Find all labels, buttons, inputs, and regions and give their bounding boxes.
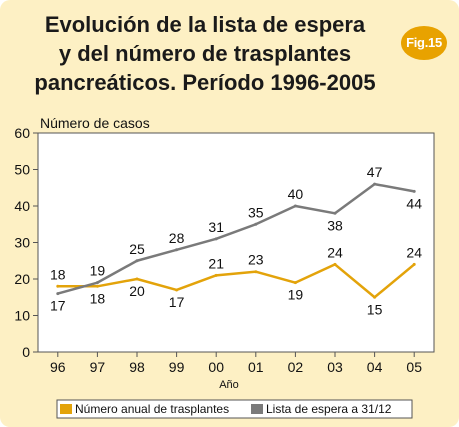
legend: Número anual de trasplantes Lista de esp… — [56, 399, 413, 419]
data-point-transplants — [56, 284, 60, 288]
figure-title: Evolución de la lista de espera y del nú… — [20, 10, 390, 97]
data-point-waiting-list — [135, 259, 139, 263]
data-label-transplants: 18 — [90, 290, 106, 306]
data-label-waiting-list: 19 — [90, 263, 106, 279]
data-label-waiting-list: 38 — [327, 217, 343, 233]
chart-series: 18 18 20 17 21 23 19 24 15 24 17 19 25 28 31 35 40 38 47 44 — [50, 164, 422, 317]
y-tick-label: 50 — [14, 162, 30, 178]
data-label-waiting-list: 35 — [248, 204, 264, 220]
data-point-waiting-list — [175, 248, 179, 252]
data-label-waiting-list: 17 — [50, 298, 66, 314]
plot-area — [37, 132, 435, 353]
data-point-transplants — [293, 281, 297, 285]
y-axis: 0 10 20 30 40 50 60 — [14, 125, 38, 360]
figure-number-badge: Fig.15 — [401, 26, 447, 60]
data-label-transplants: 20 — [129, 283, 145, 299]
y-axis-title: Número de casos — [40, 115, 150, 131]
x-tick-label: 97 — [90, 359, 106, 375]
data-label-transplants: 24 — [406, 244, 422, 260]
data-point-transplants — [95, 284, 99, 288]
data-point-waiting-list — [214, 237, 218, 241]
x-tick-label: 98 — [129, 359, 145, 375]
title-line-1: Evolución de la lista de espera — [44, 12, 366, 37]
data-point-transplants — [412, 262, 416, 266]
y-tick-label: 60 — [14, 125, 30, 141]
x-tick-label: 03 — [327, 359, 343, 375]
x-tick-label: 00 — [208, 359, 224, 375]
data-point-waiting-list — [333, 211, 337, 215]
y-tick-label: 20 — [14, 271, 30, 287]
data-label-transplants: 17 — [169, 294, 185, 310]
data-point-transplants — [214, 273, 218, 277]
x-axis: 96 97 98 99 00 01 02 03 04 05 — [50, 352, 422, 375]
y-tick-label: 0 — [22, 344, 30, 360]
title-line-3: pancreáticos. Período 1996-2005 — [34, 70, 376, 95]
data-point-transplants — [254, 270, 258, 274]
data-label-waiting-list: 44 — [406, 195, 422, 211]
x-axis-title: Año — [219, 379, 239, 391]
y-tick-label: 30 — [14, 235, 30, 251]
data-point-waiting-list — [254, 222, 258, 226]
data-point-waiting-list — [293, 204, 297, 208]
x-tick-label: 01 — [248, 359, 264, 375]
legend-label-waiting-list: Lista de espera a 31/12 — [266, 402, 392, 416]
legend-swatch-transplants — [60, 404, 72, 414]
data-label-transplants: 24 — [327, 244, 343, 260]
y-tick-label: 40 — [14, 198, 30, 214]
series-line-waiting-list — [57, 182, 415, 295]
data-point-waiting-list — [95, 281, 99, 285]
x-tick-label: 02 — [288, 359, 304, 375]
title-line-2: y del número de trasplantes — [58, 41, 352, 66]
data-label-waiting-list: 47 — [367, 164, 383, 180]
y-tick-label: 10 — [14, 308, 30, 324]
x-tick-label: 04 — [367, 359, 383, 375]
legend-box — [56, 399, 413, 419]
data-point-waiting-list — [373, 182, 377, 186]
data-point-transplants — [175, 288, 179, 292]
data-label-transplants: 15 — [367, 301, 383, 317]
data-label-waiting-list: 25 — [129, 241, 145, 257]
data-label-transplants: 19 — [288, 287, 304, 303]
data-point-waiting-list — [56, 292, 60, 296]
x-tick-label: 96 — [50, 359, 66, 375]
x-tick-label: 99 — [169, 359, 185, 375]
data-label-waiting-list: 28 — [169, 230, 185, 246]
data-label-waiting-list: 31 — [208, 219, 224, 235]
data-label-transplants: 21 — [208, 255, 224, 271]
data-label-waiting-list: 40 — [288, 186, 304, 202]
data-label-transplants: 18 — [50, 266, 66, 282]
data-point-waiting-list — [412, 189, 416, 193]
legend-label-transplants: Número anual de trasplantes — [75, 402, 229, 416]
data-label-transplants: 23 — [248, 252, 264, 268]
data-point-transplants — [373, 295, 377, 299]
data-point-transplants — [333, 262, 337, 266]
data-point-transplants — [135, 277, 139, 281]
legend-swatch-waiting-list — [251, 404, 263, 414]
x-tick-label: 05 — [406, 359, 422, 375]
series-line-transplants — [57, 263, 415, 299]
